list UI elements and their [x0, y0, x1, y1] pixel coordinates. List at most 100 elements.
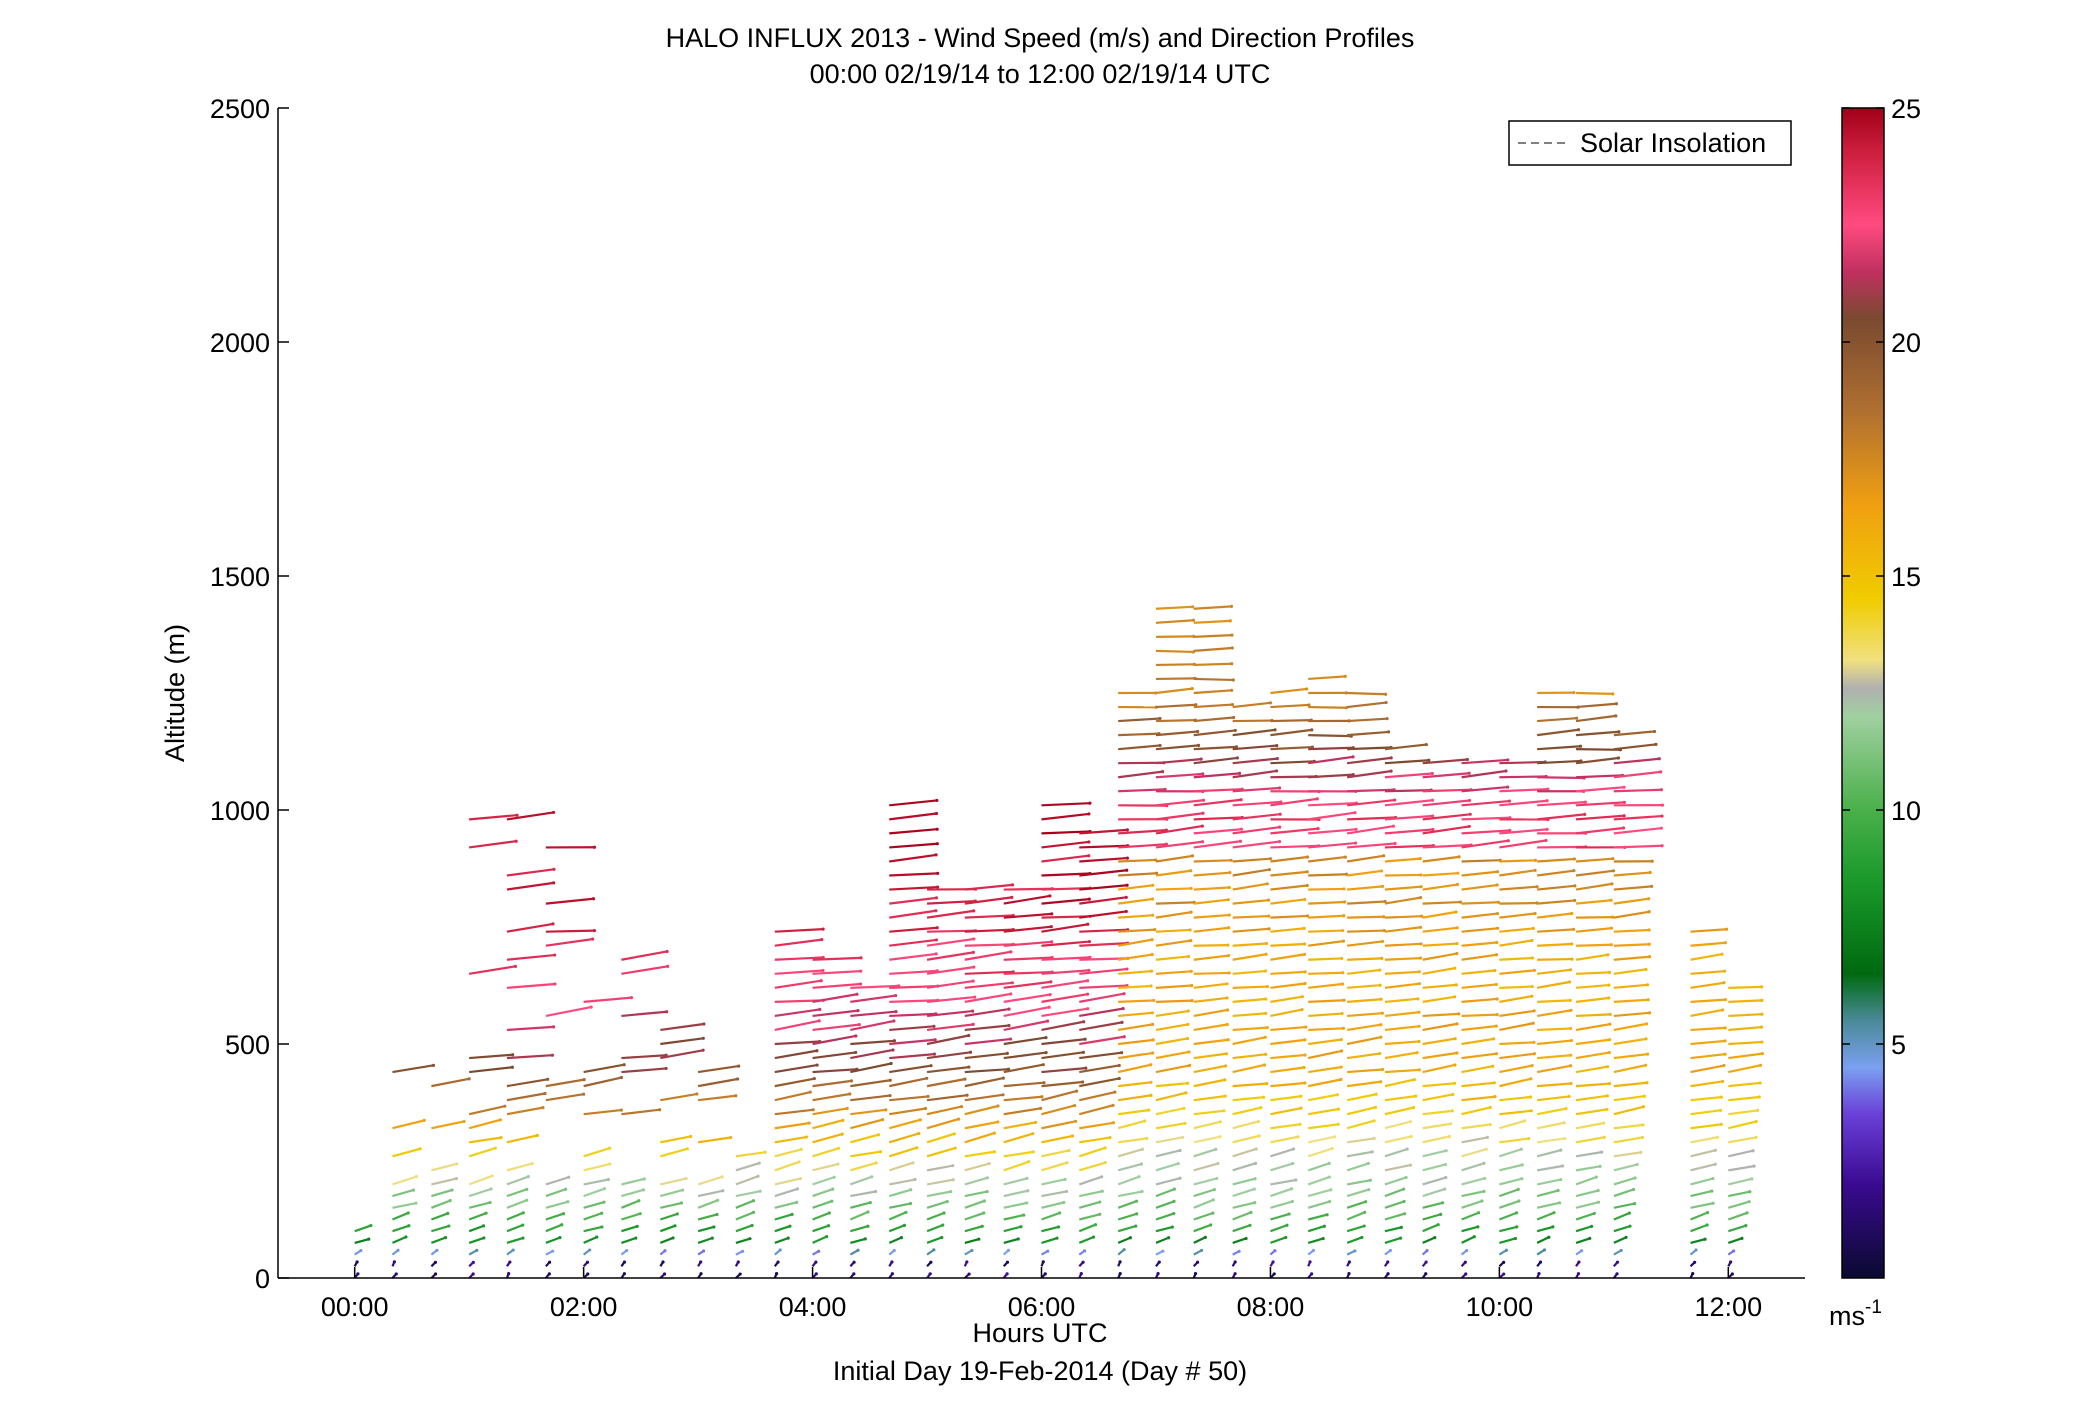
wind-vector-head-21-1220	[1194, 703, 1198, 707]
wind-vector-head-25-25	[1308, 1260, 1312, 1264]
wind-vector-25-1100	[1308, 755, 1354, 765]
wind-vector-29-440	[1461, 1065, 1493, 1074]
wind-vector-25-860	[1308, 873, 1347, 877]
wind-vector-head-20-100	[1134, 1224, 1138, 1228]
wind-vector-head-31-1160	[1576, 728, 1581, 732]
wind-vector-head-33-560	[1647, 1011, 1652, 1015]
wind-vector-head-12-470	[854, 1050, 858, 1055]
wind-vector-18-620	[1041, 979, 1088, 989]
wind-vector-head-9-290	[729, 1135, 733, 1140]
wind-vector-17-440	[1003, 1063, 1044, 1074]
wind-vector-22-1130	[1193, 745, 1237, 751]
wind-vector-head-15-350	[959, 1105, 964, 1109]
wind-vector-13-410	[850, 1079, 891, 1088]
wind-vector-21-740	[1155, 928, 1191, 933]
wind-vector-head-9-100	[712, 1225, 716, 1229]
wind-vector-28-150	[1422, 1201, 1443, 1209]
wind-vector-head-19-290	[1108, 1135, 1112, 1140]
wind-vector-head-31-590	[1568, 998, 1572, 1002]
wind-vector-26-740	[1347, 929, 1385, 933]
wind-vector-head-23-860	[1267, 867, 1272, 872]
wind-vector-head-15-100	[941, 1223, 945, 1227]
wind-vector-head-22-800	[1226, 898, 1230, 902]
wind-vector-head-19-770	[1124, 909, 1128, 914]
wind-vector-16-770	[964, 914, 1014, 919]
wind-vector-17-125	[1003, 1214, 1024, 1221]
wind-vector-head-4-470	[550, 1053, 554, 1057]
wind-vector-head-14-980	[934, 811, 939, 816]
wind-vector-head-33-260	[1639, 1150, 1643, 1154]
wind-vector-35-100	[1727, 1224, 1747, 1233]
wind-vector-head-13-380	[888, 1093, 892, 1098]
wind-vector-head-14-440	[929, 1064, 933, 1068]
wind-vector-head-30-530	[1531, 1021, 1535, 1025]
wind-vector-head-33-200	[1633, 1176, 1637, 1180]
wind-vector-33-980	[1613, 814, 1663, 821]
wind-vector-head-22-175	[1212, 1188, 1216, 1192]
wind-vector-32-710	[1576, 943, 1612, 947]
wind-vector-head-14-770	[934, 909, 938, 913]
wind-vector-head-27-440	[1417, 1068, 1421, 1072]
wind-vector-13-560	[850, 1010, 897, 1018]
wind-vector-10-175	[735, 1190, 761, 1198]
wind-vector-head-17-25	[1005, 1260, 1010, 1264]
wind-vector-head-23-890	[1268, 857, 1273, 861]
wind-vector-head-33-590	[1646, 998, 1650, 1002]
wind-vector-head-28-740	[1455, 926, 1459, 930]
wind-vector-21-125	[1155, 1212, 1175, 1221]
wind-vector-23-470	[1232, 1053, 1266, 1060]
wind-vector-head-7-175	[641, 1188, 646, 1192]
wind-vector-17-650	[1003, 970, 1053, 975]
wind-vector-head-30-1040	[1546, 787, 1550, 791]
wind-vector-30-320	[1499, 1119, 1525, 1130]
wind-vector-26-1220	[1347, 701, 1387, 709]
wind-vector-head-23-1130	[1275, 743, 1279, 748]
wind-vector-head-28-1010	[1467, 798, 1472, 803]
wind-vector-27-1130	[1384, 743, 1427, 751]
wind-vector-27-830	[1384, 885, 1422, 891]
wind-vector-11-175	[774, 1187, 798, 1198]
wind-vector-12-440	[812, 1068, 858, 1074]
wind-vector-25-260	[1307, 1147, 1333, 1158]
wind-vector-head-25-980	[1353, 811, 1357, 815]
wind-vector-17-350	[1003, 1107, 1041, 1116]
wind-vector-head-25-770	[1342, 914, 1346, 918]
wind-vector-head-29-1100	[1506, 758, 1510, 762]
wind-vector-32-320	[1575, 1122, 1604, 1130]
wind-vector-head-21-290	[1180, 1135, 1185, 1139]
wind-vector-35-500	[1728, 1040, 1762, 1046]
wind-vector-head-26-1100	[1389, 756, 1393, 760]
wind-vector-head-25-320	[1336, 1122, 1340, 1126]
wind-vector-head-9-50	[701, 1249, 706, 1253]
wind-vector-27-890	[1384, 857, 1421, 863]
wind-vector-head-24-410	[1303, 1081, 1307, 1085]
wind-vector-head-17-770	[1050, 912, 1054, 916]
wind-vector-head-27-680	[1418, 956, 1423, 960]
wind-vector-26-800	[1347, 900, 1386, 905]
wind-vector-22-230	[1193, 1162, 1219, 1172]
wind-vector-9-150	[697, 1199, 719, 1209]
wind-vector-20-560	[1118, 1011, 1153, 1018]
wind-vector-30-1010	[1499, 799, 1548, 807]
wind-vector-head-28-260	[1444, 1149, 1448, 1153]
wind-vector-head-28-230	[1443, 1162, 1448, 1167]
wind-vector-head-32-590	[1607, 996, 1611, 1000]
wind-vector-head-31-470	[1569, 1053, 1573, 1057]
wind-vector-22-1190	[1193, 716, 1234, 723]
wind-vector-head-26-175	[1367, 1187, 1371, 1192]
wind-vector-18-200	[1041, 1178, 1066, 1186]
wind-vector-31-1190	[1537, 717, 1577, 723]
wind-vector-14-950	[889, 828, 938, 835]
wind-vector-19-175	[1079, 1190, 1103, 1198]
wind-vector-31-200	[1536, 1178, 1561, 1186]
wind-vector-head-20-50	[1122, 1248, 1126, 1252]
wind-vector-head-13-125	[866, 1210, 870, 1214]
wind-vector-26-1190	[1347, 717, 1388, 723]
wind-vector-16-230	[964, 1162, 990, 1172]
wind-vector-head-19-125	[1098, 1212, 1102, 1216]
wind-vector-head-28-830	[1455, 882, 1460, 887]
wind-vector-head-4-380	[543, 1091, 547, 1096]
wind-vector-12-620	[812, 982, 861, 989]
colorbar-fill	[1841, 107, 1885, 1279]
wind-vector-head-31-770	[1570, 911, 1574, 916]
